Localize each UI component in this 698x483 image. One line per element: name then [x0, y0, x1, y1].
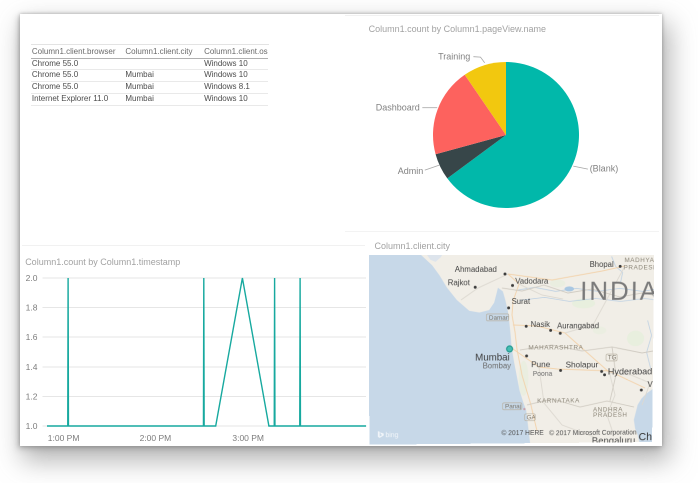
- svg-text:3:00 PM: 3:00 PM: [232, 433, 264, 443]
- svg-text:Panaji: Panaji: [505, 403, 522, 410]
- svg-text:Daman: Daman: [489, 314, 510, 321]
- svg-text:Sholapur: Sholapur: [566, 359, 599, 369]
- svg-text:TG: TG: [608, 354, 617, 361]
- svg-text:Bengaluru: Bengaluru: [592, 435, 636, 443]
- svg-text:Aurangabad: Aurangabad: [557, 321, 599, 330]
- svg-text:GA: GA: [527, 414, 537, 421]
- svg-text:Mumbai: Mumbai: [476, 352, 511, 363]
- svg-text:1.2: 1.2: [26, 391, 38, 401]
- svg-text:Bhopal: Bhopal: [590, 260, 614, 269]
- svg-text:Vadodara: Vadodara: [516, 277, 550, 286]
- svg-text:2:00 PM: 2:00 PM: [140, 433, 172, 443]
- svg-text:bing: bing: [386, 432, 399, 439]
- svg-text:MADHYA: MADHYA: [625, 257, 655, 264]
- svg-text:Dashboard: Dashboard: [376, 102, 420, 112]
- svg-text:Ahmadabad: Ahmadabad: [455, 265, 497, 274]
- svg-text:1.4: 1.4: [26, 361, 38, 371]
- svg-text:1:00 PM: 1:00 PM: [48, 433, 80, 443]
- svg-text:Rajkot: Rajkot: [448, 278, 471, 287]
- svg-text:KARNATAKA: KARNATAKA: [538, 397, 581, 404]
- svg-text:1.8: 1.8: [26, 302, 38, 312]
- svg-text:MAHARASHTRA: MAHARASHTRA: [529, 344, 584, 351]
- svg-text:© 2017 Microsoft Corporation: © 2017 Microsoft Corporation: [549, 428, 637, 437]
- svg-text:(Blank): (Blank): [590, 163, 619, 173]
- svg-text:Pune: Pune: [531, 359, 551, 369]
- svg-text:1.6: 1.6: [26, 332, 38, 342]
- svg-text:Nasik: Nasik: [531, 320, 550, 329]
- svg-text:Bombay: Bombay: [483, 361, 511, 370]
- svg-text:2.0: 2.0: [26, 273, 38, 283]
- svg-text:Surat: Surat: [512, 297, 531, 306]
- svg-text:Che: Che: [639, 431, 655, 443]
- svg-text:PRADESH: PRADESH: [593, 411, 628, 418]
- svg-text:V: V: [648, 380, 654, 389]
- svg-text:Admin: Admin: [398, 166, 424, 176]
- svg-text:Poona: Poona: [533, 371, 553, 378]
- svg-text:INDIA: INDIA: [580, 276, 654, 306]
- svg-text:1.0: 1.0: [26, 421, 38, 431]
- svg-text:Training: Training: [438, 51, 470, 61]
- svg-text:Hyderabad: Hyderabad: [608, 365, 652, 376]
- svg-text:© 2017 HERE: © 2017 HERE: [502, 429, 545, 437]
- svg-text:PRADESH: PRADESH: [624, 264, 655, 271]
- svg-text:ANDHRA: ANDHRA: [593, 406, 623, 413]
